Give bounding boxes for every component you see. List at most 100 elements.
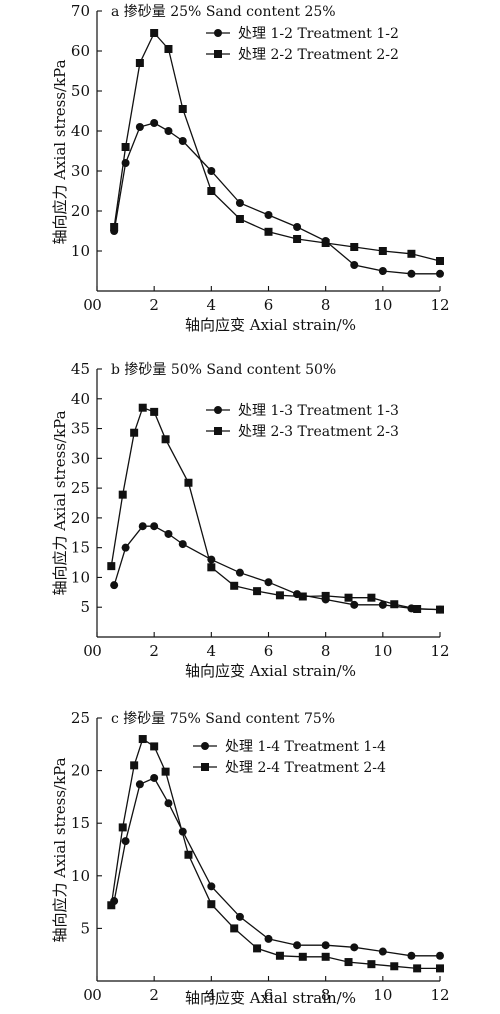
x-tick-label: 2 xyxy=(149,296,159,314)
y-tick-label: 5 xyxy=(80,919,90,937)
data-point xyxy=(378,247,387,255)
x-tick-label: 12 xyxy=(430,642,449,660)
data-point xyxy=(150,407,159,416)
data-point xyxy=(118,823,127,832)
x-tick-label: 8 xyxy=(321,296,331,314)
x-axis-label: 轴向应变 Axial strain/% xyxy=(185,989,356,1007)
data-point xyxy=(110,223,119,231)
data-point xyxy=(293,235,302,243)
x-tick-label: 8 xyxy=(321,986,331,1004)
x-axis-label: 轴向应变 Axial strain/% xyxy=(185,662,356,680)
data-point xyxy=(321,591,330,600)
data-point xyxy=(138,403,147,412)
legend-label: 处理 2-2 Treatment 2-2 xyxy=(238,47,399,63)
x-tick-label: 2 xyxy=(149,642,159,660)
data-point xyxy=(293,223,302,231)
data-point xyxy=(184,478,193,487)
legend: 处理 1-3 Treatment 1-3 处理 2-3 Treatment 2-3 xyxy=(206,403,399,440)
data-point xyxy=(264,211,273,219)
data-point xyxy=(390,962,399,971)
legend-label: 处理 1-3 Treatment 1-3 xyxy=(238,403,399,419)
series-line xyxy=(113,777,440,957)
data-point xyxy=(150,29,159,37)
data-point xyxy=(344,593,353,602)
data-point xyxy=(130,761,139,770)
y-tick-label: 10 xyxy=(71,867,90,885)
origin-label: 0 xyxy=(83,642,93,660)
chart-title: a 掺砂量 25% Sand content 25% xyxy=(111,3,336,20)
data-point xyxy=(230,924,239,933)
data-point xyxy=(321,952,330,961)
data-point xyxy=(184,850,193,859)
y-axis-label: 轴向应力 Axial stress/kPa xyxy=(51,410,69,595)
data-point xyxy=(275,591,284,600)
data-point xyxy=(121,143,130,151)
data-point xyxy=(413,964,422,973)
data-point xyxy=(164,45,173,53)
legend-label: 处理 1-4 Treatment 1-4 xyxy=(225,739,386,755)
x-tick-label: 6 xyxy=(264,986,274,1004)
data-point xyxy=(436,269,444,278)
data-point xyxy=(150,742,159,751)
data-point xyxy=(110,581,119,590)
data-point xyxy=(378,267,387,275)
y-tick-label: 10 xyxy=(71,568,90,586)
x-tick-label: 0 xyxy=(92,986,102,1004)
data-point xyxy=(107,901,116,910)
x-axis-label: 轴向应变 Axial strain/% xyxy=(185,316,356,334)
data-point xyxy=(350,243,359,251)
data-point xyxy=(150,773,159,782)
data-point xyxy=(298,952,307,961)
series-2 xyxy=(107,735,444,973)
y-tick-label: 25 xyxy=(71,709,90,727)
x-tick-label: 10 xyxy=(373,296,392,314)
data-point xyxy=(350,261,359,269)
data-point xyxy=(293,941,302,950)
data-point xyxy=(135,780,144,789)
data-point xyxy=(235,199,244,207)
data-point xyxy=(264,227,273,236)
data-point xyxy=(321,239,330,247)
data-point xyxy=(178,540,187,549)
y-tick-label: 20 xyxy=(71,509,90,527)
legend-marker xyxy=(214,427,222,435)
data-point xyxy=(235,912,244,921)
data-point xyxy=(150,522,159,531)
y-axis-label: 轴向应力 Axial stress/kPa xyxy=(51,757,69,942)
legend-label: 处理 2-4 Treatment 2-4 xyxy=(225,760,386,776)
chart-panel-2: 0 2 4 6 8 10 12 5 10 15 20 25 30 35 40 45 0 b 掺砂量 50% San… xyxy=(51,360,450,680)
legend-marker xyxy=(214,406,222,414)
y-axis-label: 轴向应力 Axial stress/kPa xyxy=(51,59,69,244)
y-tick-label: 40 xyxy=(71,390,90,408)
data-point xyxy=(436,951,444,960)
y-tick-label: 20 xyxy=(71,762,90,780)
legend-marker xyxy=(214,50,222,58)
legend-marker xyxy=(201,742,209,750)
x-tick-label: 4 xyxy=(207,296,217,314)
data-point xyxy=(150,119,159,127)
x-tick-label: 4 xyxy=(207,986,217,1004)
series-1 xyxy=(110,773,444,960)
data-point xyxy=(407,269,416,278)
data-point xyxy=(207,563,216,572)
x-tick-label: 4 xyxy=(207,642,217,660)
y-tick-label: 5 xyxy=(80,598,90,616)
x-tick-label: 2 xyxy=(149,986,159,1004)
y-tick-label: 70 xyxy=(71,2,90,20)
x-tick-label: 6 xyxy=(264,296,274,314)
y-tick-label: 50 xyxy=(71,82,90,100)
data-point xyxy=(350,600,359,609)
data-point xyxy=(164,529,173,538)
x-tick-label: 10 xyxy=(373,986,392,1004)
chart-panel-1: 0 2 4 6 8 10 12 10 20 30 40 50 60 70 0 a 掺砂量 25% Sand c… xyxy=(51,2,450,334)
x-tick-label: 12 xyxy=(430,986,449,1004)
data-point xyxy=(407,249,416,258)
y-tick-label: 60 xyxy=(71,42,90,60)
y-tick-label: 10 xyxy=(71,242,90,260)
legend-label: 处理 2-3 Treatment 2-3 xyxy=(238,424,399,440)
x-tick-label: 8 xyxy=(321,642,331,660)
data-point xyxy=(230,581,239,590)
data-point xyxy=(207,167,216,175)
data-point xyxy=(107,562,116,571)
